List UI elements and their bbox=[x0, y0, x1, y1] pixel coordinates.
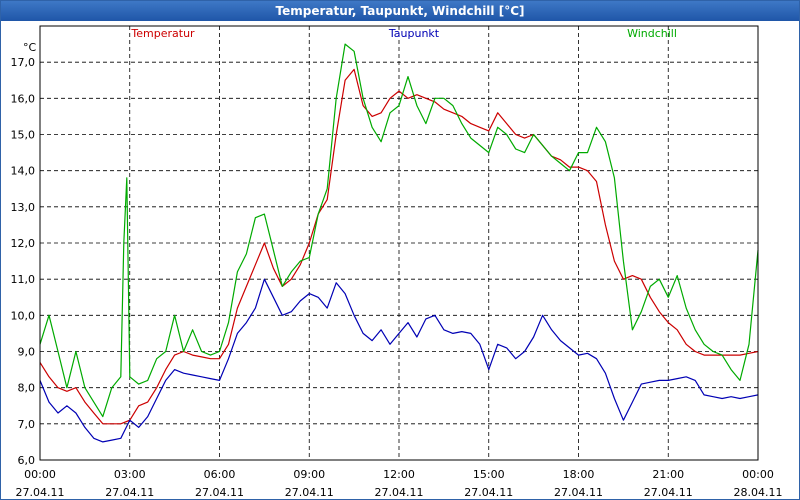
chart-title: Temperatur, Taupunkt, Windchill [°C] bbox=[1, 1, 799, 21]
x-tick-date: 27.04.11 bbox=[285, 486, 334, 499]
y-tick-label: 6,0 bbox=[18, 454, 36, 467]
x-tick-time: 18:00 bbox=[563, 468, 595, 481]
y-tick-label: 10,0 bbox=[11, 309, 36, 322]
x-tick-date: 27.04.11 bbox=[375, 486, 424, 499]
y-tick-label: 15,0 bbox=[11, 129, 36, 142]
axis-labels: 6,0 7,0 8,0 9,0 10,0 11,0 12,0 13,0 14,0 15,0 16,0… bbox=[11, 41, 783, 499]
chart-canvas: 6,0 7,0 8,0 9,0 10,0 11,0 12,0 13,0 14,0 15,0 16,0… bbox=[11, 25, 783, 499]
x-tick-time: 06:00 bbox=[204, 468, 236, 481]
x-tick-time: 09:00 bbox=[293, 468, 325, 481]
series-line-windchill bbox=[39, 43, 759, 418]
x-tick-time: 21:00 bbox=[652, 468, 684, 481]
series-line-temperatur bbox=[39, 68, 759, 425]
series-layer bbox=[39, 43, 759, 443]
y-tick-label: 8,0 bbox=[18, 382, 36, 395]
legend-label-taupunkt: Taupunkt bbox=[388, 27, 440, 40]
x-tick-date: 27.04.11 bbox=[464, 486, 513, 499]
y-tick-label: 14,0 bbox=[11, 165, 36, 178]
x-tick-time: 00:00 bbox=[742, 468, 774, 481]
y-tick-label: 9,0 bbox=[18, 346, 36, 359]
x-tick-time: 15:00 bbox=[473, 468, 505, 481]
legend: Temperatur Taupunkt Windchill bbox=[130, 27, 677, 40]
legend-label-temperatur: Temperatur bbox=[130, 27, 195, 40]
y-tick-label: 16,0 bbox=[11, 92, 36, 105]
plot-frame bbox=[39, 25, 759, 461]
legend-label-windchill: Windchill bbox=[627, 27, 677, 40]
x-tick-time: 00:00 bbox=[24, 468, 56, 481]
x-tick-date: 28.04.11 bbox=[734, 486, 783, 499]
y-tick-label: 13,0 bbox=[11, 201, 36, 214]
y-tick-label: 12,0 bbox=[11, 237, 36, 250]
x-tick-date: 27.04.11 bbox=[195, 486, 244, 499]
x-tick-date: 27.04.11 bbox=[105, 486, 154, 499]
y-axis-unit: °C bbox=[23, 41, 37, 54]
series-line-taupunkt bbox=[39, 278, 759, 443]
y-tick-label: 7,0 bbox=[18, 418, 36, 431]
x-tick-date: 27.04.11 bbox=[16, 486, 65, 499]
x-tick-date: 27.04.11 bbox=[644, 486, 693, 499]
x-tick-date: 27.04.11 bbox=[554, 486, 603, 499]
y-tick-label: 11,0 bbox=[11, 273, 36, 286]
x-tick-time: 03:00 bbox=[114, 468, 146, 481]
y-tick-label: 17,0 bbox=[11, 56, 36, 69]
x-tick-time: 12:00 bbox=[383, 468, 415, 481]
